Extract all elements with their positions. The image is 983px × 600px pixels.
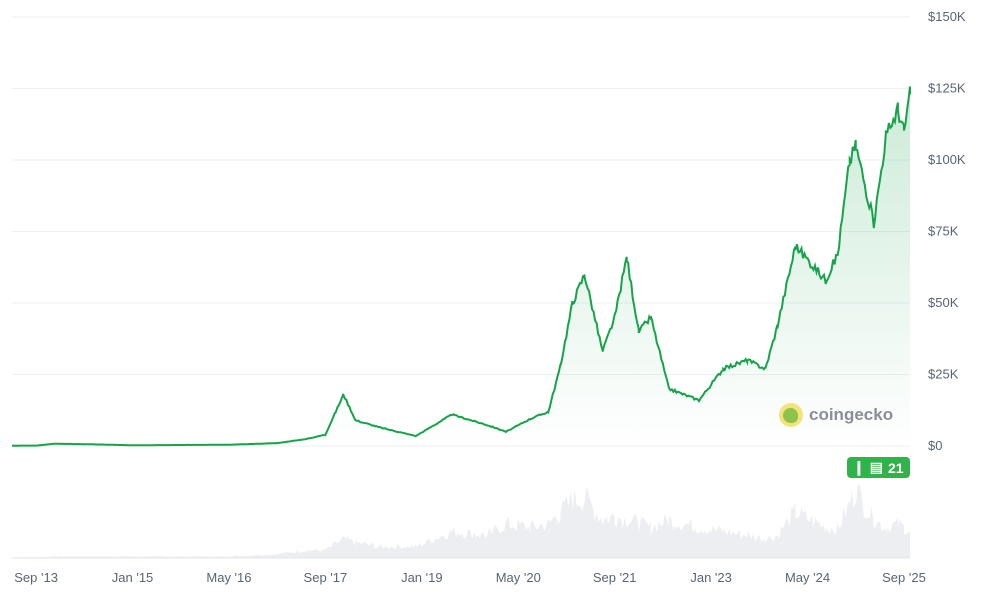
coingecko-logo: coingecko [779, 403, 893, 427]
x-tick-label: May '20 [496, 570, 541, 585]
volume-area [12, 484, 910, 558]
y-tick-label: $125K [928, 81, 966, 96]
y-tick-label: $100K [928, 152, 966, 167]
x-tick-label: Sep '25 [882, 570, 926, 585]
x-tick-label: Jan '15 [112, 570, 154, 585]
pin-icon: ❙ [853, 459, 865, 475]
x-tick-label: May '16 [206, 570, 251, 585]
y-tick-label: $75K [928, 224, 959, 239]
news-count: 21 [887, 459, 904, 476]
gecko-icon [779, 403, 803, 427]
y-tick-label: $25K [928, 367, 959, 382]
x-tick-label: May '24 [785, 570, 830, 585]
y-tick-label: $50K [928, 295, 959, 310]
newspaper-icon: ▤ [869, 459, 883, 475]
x-tick-label: Jan '23 [690, 570, 732, 585]
news-badge[interactable]: ❙ ▤ 21 [847, 457, 910, 478]
price-line [12, 86, 911, 447]
x-tick-label: Sep '13 [14, 570, 58, 585]
x-tick-label: Sep '21 [593, 570, 637, 585]
y-tick-label: $150K [928, 9, 966, 24]
price-area-fill [12, 86, 910, 446]
watermark-text: coingecko [809, 405, 894, 424]
y-tick-label: $0 [928, 438, 942, 453]
x-tick-label: Sep '17 [304, 570, 348, 585]
x-tick-label: Jan '19 [401, 570, 443, 585]
